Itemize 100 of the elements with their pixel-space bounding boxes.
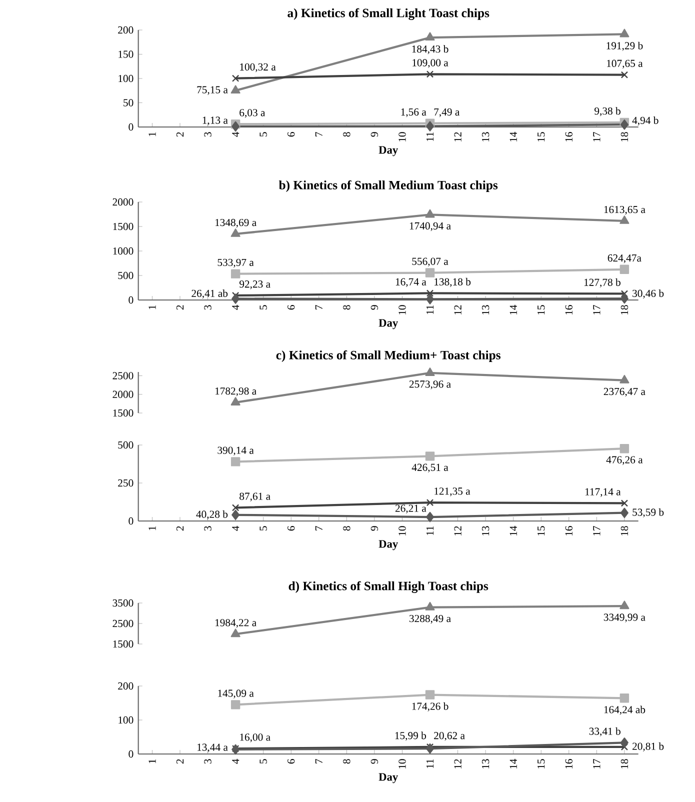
data-label: 6,03 a xyxy=(239,109,265,118)
x-tick-label: 17 xyxy=(592,759,600,768)
data-label: 476,26 a xyxy=(606,456,643,465)
x-tick-label: 12 xyxy=(454,132,462,142)
data-label: 184,43 b xyxy=(412,45,448,54)
x-tick-label: 14 xyxy=(510,304,517,314)
data-label: 9,38 b xyxy=(594,107,620,116)
data-label: 164,24 ab xyxy=(604,706,645,715)
data-label: 16,74 a xyxy=(396,278,426,287)
x-tick-label: 12 xyxy=(454,526,462,536)
data-label: 121,35 a xyxy=(434,488,470,496)
x-tick-label: 11 xyxy=(426,132,434,142)
x-tick-label: 12 xyxy=(454,759,462,768)
x-tick-label: 13 xyxy=(482,526,489,536)
x-axis-title: Day xyxy=(378,773,398,784)
data-label: 20,62 a xyxy=(434,732,465,741)
data-label: 1,56 a xyxy=(401,108,426,118)
x-tick-label: 8 xyxy=(342,526,350,531)
chart-title: c) Kinetics of Small Medium+ Toast chips xyxy=(276,350,500,362)
chart-title: d) Kinetics of Small High Toast chips xyxy=(288,581,488,593)
x-tick-label: 11 xyxy=(426,759,434,768)
data-label: 1984,22 a xyxy=(215,619,256,628)
x-tick-label: 18 xyxy=(620,305,628,314)
data-label: 1613,65 a xyxy=(604,206,646,215)
data-label: 16,00 a xyxy=(240,734,270,742)
y-tick-label: 1000 xyxy=(113,247,134,255)
y-tick-label: 2000 xyxy=(112,390,134,398)
y-tick-label: 2500 xyxy=(112,620,134,628)
x-tick-label: 8 xyxy=(342,132,350,137)
x-tick-label: 1 xyxy=(148,526,156,530)
x-tick-label: 8 xyxy=(342,759,350,764)
x-tick-label: 6 xyxy=(287,305,295,310)
y-tick-label: 100 xyxy=(118,74,134,82)
x-tick-label: 7 xyxy=(315,759,322,764)
x-tick-label: 14 xyxy=(510,758,517,768)
x-tick-label: 15 xyxy=(537,132,545,142)
y-tick-label: 250 xyxy=(118,479,134,487)
x-tick-label: 6 xyxy=(287,526,295,531)
x-axis-title: Day xyxy=(378,540,398,550)
x-tick-label: 9 xyxy=(370,305,378,310)
data-label: 1348,69 a xyxy=(215,218,256,228)
data-label: 174,26 b xyxy=(412,702,448,712)
x-tick-label: 16 xyxy=(565,132,572,142)
x-tick-label: 3 xyxy=(204,132,212,137)
data-label: 2573,96 a xyxy=(409,380,451,390)
x-tick-label: 6 xyxy=(287,759,295,764)
y-tick-label: 100 xyxy=(118,716,134,724)
x-tick-label: 9 xyxy=(370,132,378,137)
y-tick-label: 1500 xyxy=(113,222,134,230)
x-tick-label: 10 xyxy=(398,526,406,536)
data-label: 40,28 b xyxy=(196,510,228,520)
data-label: 100,32 a xyxy=(240,63,276,72)
data-label: 624,47a xyxy=(608,254,642,264)
data-label: 3288,49 a xyxy=(409,614,451,624)
x-axis-title: Day xyxy=(378,146,398,156)
y-tick-label: 0 xyxy=(128,750,134,758)
x-tick-label: 5 xyxy=(260,759,267,764)
data-label: 426,51 a xyxy=(412,464,448,472)
x-tick-label: 4 xyxy=(232,758,239,764)
y-tick-label: 2000 xyxy=(112,198,134,206)
data-label: 20,81 b xyxy=(632,742,664,752)
x-axis-title: Day xyxy=(378,319,398,330)
y-tick-label: 0 xyxy=(128,517,134,525)
x-tick-label: 13 xyxy=(482,759,489,768)
x-tick-label: 10 xyxy=(398,305,406,314)
x-tick-label: 15 xyxy=(537,305,545,314)
x-tick-label: 4 xyxy=(232,304,239,310)
y-tick-label: 500 xyxy=(118,441,134,449)
x-tick-label: 17 xyxy=(592,132,600,142)
x-tick-label: 7 xyxy=(315,132,322,136)
data-label: 107,65 a xyxy=(606,60,643,69)
y-tick-label: 150 xyxy=(118,50,134,58)
x-tick-label: 12 xyxy=(454,305,462,314)
x-tick-label: 14 xyxy=(510,132,517,142)
x-tick-label: 5 xyxy=(260,305,267,310)
data-label: 26,41 ab xyxy=(192,289,228,299)
data-label: 75,15 a xyxy=(197,86,228,95)
x-tick-label: 5 xyxy=(260,132,267,136)
data-label: 1740,94 a xyxy=(410,222,451,232)
x-tick-label: 9 xyxy=(370,759,378,764)
x-tick-label: 6 xyxy=(287,132,295,137)
x-tick-label: 16 xyxy=(565,759,572,768)
chart-title: b) Kinetics of Small Medium Toast chips xyxy=(278,180,498,192)
data-label: 138,18 b xyxy=(434,278,470,287)
x-tick-label: 9 xyxy=(370,526,378,531)
data-label: 533,97 a xyxy=(218,258,254,268)
x-tick-label: 1 xyxy=(148,305,156,310)
x-tick-label: 11 xyxy=(426,526,434,536)
x-tick-label: 5 xyxy=(260,526,267,530)
x-tick-label: 3 xyxy=(204,759,212,764)
x-tick-label: 17 xyxy=(592,526,600,536)
y-tick-label: 200 xyxy=(118,682,134,690)
y-tick-label: 500 xyxy=(118,272,134,280)
data-label: 127,78 b xyxy=(584,278,620,288)
x-tick-label: 18 xyxy=(620,132,628,142)
x-tick-label: 7 xyxy=(315,305,322,310)
y-tick-label: 50 xyxy=(123,99,134,106)
data-label: 3349,99 a xyxy=(604,614,646,622)
y-tick-label: 2500 xyxy=(112,372,134,380)
x-tick-label: 14 xyxy=(510,526,517,536)
